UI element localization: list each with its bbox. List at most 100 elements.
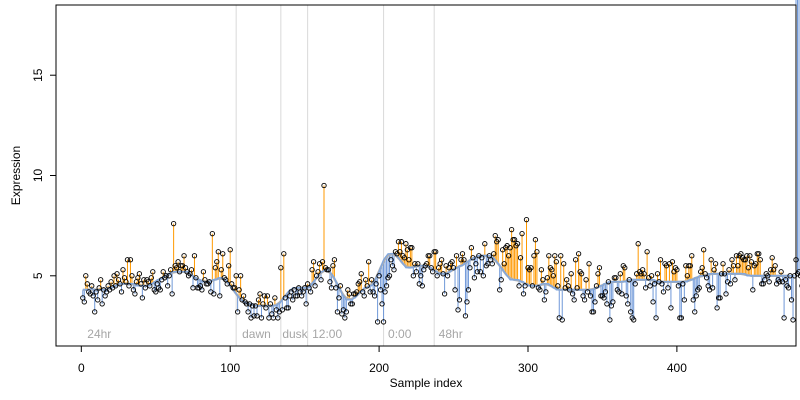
data-point xyxy=(315,269,321,275)
data-point xyxy=(491,251,497,257)
data-point xyxy=(178,263,184,269)
data-point xyxy=(474,269,481,275)
data-point xyxy=(587,293,594,299)
data-point xyxy=(129,273,135,279)
data-point xyxy=(90,293,96,299)
data-point xyxy=(520,291,527,297)
data-point xyxy=(376,273,382,279)
data-point xyxy=(715,295,722,301)
data-point xyxy=(217,293,223,299)
data-point xyxy=(717,295,723,301)
data-point xyxy=(581,297,588,303)
x-tick-label: 200 xyxy=(369,361,389,375)
data-point xyxy=(665,285,671,291)
data-point xyxy=(403,241,409,247)
data-point xyxy=(709,285,716,291)
data-point xyxy=(291,287,297,293)
data-point xyxy=(124,257,131,263)
data-point xyxy=(701,247,707,253)
data-point xyxy=(675,283,682,289)
data-point xyxy=(759,281,765,287)
data-point xyxy=(318,277,324,283)
data-point xyxy=(537,287,543,293)
data-point xyxy=(596,265,603,271)
data-point xyxy=(413,269,419,275)
data-point xyxy=(482,241,488,247)
data-point xyxy=(84,281,90,287)
data-point xyxy=(312,283,318,289)
data-point xyxy=(321,182,327,189)
data-point xyxy=(631,317,637,323)
data-point xyxy=(772,263,778,269)
data-point xyxy=(166,273,172,279)
data-point xyxy=(511,237,518,243)
data-point xyxy=(571,297,577,303)
data-point xyxy=(397,249,403,255)
data-point xyxy=(379,301,385,307)
data-point xyxy=(391,267,397,273)
data-point xyxy=(480,273,486,279)
data-point xyxy=(578,271,585,277)
data-point xyxy=(373,281,379,287)
data-point xyxy=(622,265,628,271)
data-point xyxy=(112,283,119,289)
data-point xyxy=(648,273,655,279)
y-tick-label: 15 xyxy=(31,68,45,82)
data-point xyxy=(167,267,174,273)
data-point xyxy=(285,305,291,311)
data-point xyxy=(464,299,470,305)
data-point xyxy=(282,295,288,301)
data-point xyxy=(325,267,332,273)
data-point xyxy=(508,227,515,233)
data-point xyxy=(657,257,664,263)
data-point xyxy=(721,271,728,277)
data-point xyxy=(674,267,680,273)
data-point xyxy=(558,253,564,259)
data-point xyxy=(747,253,753,259)
data-point xyxy=(650,299,656,305)
data-point xyxy=(163,273,169,279)
data-point xyxy=(117,281,123,287)
data-point xyxy=(769,255,775,261)
data-point xyxy=(215,249,221,255)
data-point xyxy=(369,277,375,283)
data-point xyxy=(681,297,687,303)
data-point xyxy=(193,275,199,281)
data-point xyxy=(176,269,183,275)
data-point xyxy=(720,261,726,267)
data-point xyxy=(252,303,259,309)
data-point xyxy=(93,289,99,295)
data-point xyxy=(766,279,772,285)
data-point xyxy=(307,289,314,295)
data-point xyxy=(354,289,360,295)
data-point xyxy=(303,301,309,307)
data-point xyxy=(595,271,601,277)
x-tick-label: 300 xyxy=(518,361,538,375)
data-point xyxy=(153,289,159,295)
data-point xyxy=(254,313,260,319)
data-point xyxy=(383,283,390,289)
x-axis-title: Sample index xyxy=(390,376,463,390)
data-point xyxy=(465,287,472,293)
data-point xyxy=(261,293,268,299)
data-point xyxy=(584,289,591,295)
data-point xyxy=(255,297,262,303)
data-point xyxy=(275,315,281,321)
data-point xyxy=(541,297,548,303)
data-point xyxy=(333,285,339,291)
data-point xyxy=(668,305,674,311)
data-point xyxy=(750,287,756,293)
data-point xyxy=(138,281,144,287)
data-point xyxy=(659,281,665,287)
data-point xyxy=(380,319,387,325)
data-point xyxy=(410,273,416,279)
data-point xyxy=(592,299,598,305)
data-point xyxy=(477,269,483,275)
data-point xyxy=(123,279,129,285)
data-point xyxy=(467,265,473,271)
data-point xyxy=(462,313,469,319)
data-point xyxy=(714,305,720,311)
data-point xyxy=(407,245,414,251)
data-point xyxy=(371,293,378,299)
